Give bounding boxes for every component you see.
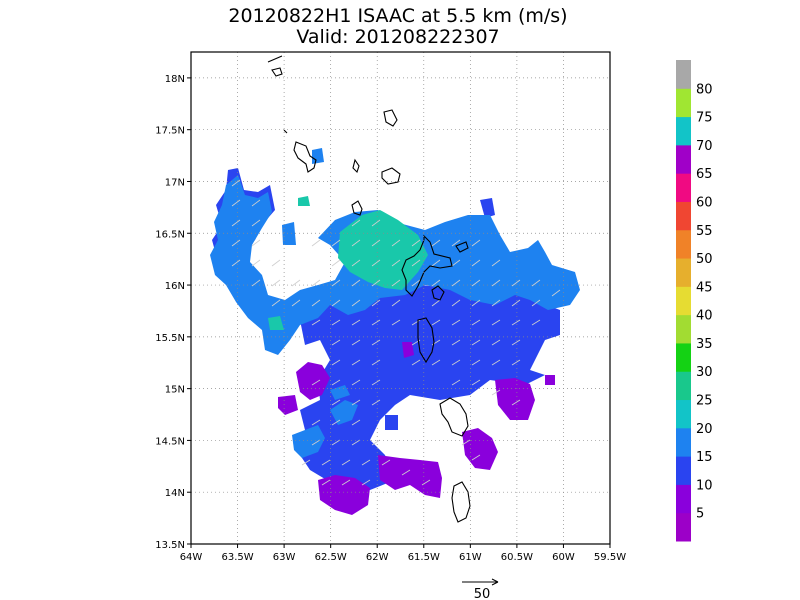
x-tick-label: 63.5W xyxy=(221,552,253,563)
color-scale-label: 25 xyxy=(696,394,713,409)
x-tick-label: 63W xyxy=(273,552,296,563)
color-scale-label: 60 xyxy=(696,195,713,210)
x-tick-label: 60.5W xyxy=(501,552,533,563)
speed-shading-10 xyxy=(278,342,555,515)
color-scale-label: 40 xyxy=(696,309,713,324)
x-tick-label: 62W xyxy=(366,552,389,563)
color-scale-label: 55 xyxy=(696,224,713,239)
arrow-head-icon xyxy=(491,578,499,586)
color-swatch xyxy=(676,371,691,401)
x-tick-label: 62.5W xyxy=(315,552,347,563)
reference-vector: 50 xyxy=(462,578,499,600)
x-tick-label: 61.5W xyxy=(408,552,440,563)
wind-field xyxy=(210,55,580,523)
x-tick-label: 64W xyxy=(180,552,203,563)
color-swatch xyxy=(676,258,691,287)
color-scale-label: 15 xyxy=(696,450,713,465)
y-tick-label: 17N xyxy=(165,177,185,188)
color-swatch xyxy=(676,88,691,118)
wind-vectors xyxy=(231,179,561,486)
color-swatch xyxy=(676,173,691,202)
longitude-axis: 64W 63.5W 63W 62.5W 62W 61.5W 61W 60.5W 60W 59.5W xyxy=(180,544,626,563)
color-swatch xyxy=(676,484,691,514)
color-swatch xyxy=(676,201,691,231)
color-scale-label: 80 xyxy=(696,82,713,97)
y-tick-label: 16N xyxy=(165,281,185,292)
color-scale-label: 65 xyxy=(696,167,713,182)
color-scale-label: 35 xyxy=(696,337,713,352)
y-tick-label: 13.5N xyxy=(155,540,185,551)
valid-time: Valid: 201208222307 xyxy=(296,26,499,48)
color-swatch xyxy=(676,399,691,429)
x-tick-label: 61W xyxy=(459,552,482,563)
coastlines xyxy=(267,55,471,523)
color-swatch xyxy=(676,512,691,542)
x-tick-label: 59.5W xyxy=(594,552,626,563)
color-scale-label: 20 xyxy=(696,422,713,437)
color-swatch xyxy=(676,229,691,259)
y-tick-label: 15.5N xyxy=(155,333,185,344)
color-scale-label: 30 xyxy=(696,365,713,380)
color-swatch xyxy=(676,116,691,146)
y-tick-label: 18N xyxy=(165,74,185,85)
x-tick-label: 60W xyxy=(552,552,575,563)
color-scale-label: 70 xyxy=(696,139,713,154)
color-swatch xyxy=(676,427,691,457)
color-scale-label: 45 xyxy=(696,280,713,295)
color-swatch xyxy=(676,60,691,89)
map-title: 20120822H1 ISAAC at 5.5 km (m/s) xyxy=(228,5,567,27)
y-tick-label: 17.5N xyxy=(155,126,185,137)
y-tick-label: 16.5N xyxy=(155,229,185,240)
color-scale-legend: 5 10 15 20 25 30 35 40 45 50 55 60 65 70 75 80 xyxy=(676,60,713,542)
y-tick-label: 14N xyxy=(165,488,185,499)
color-scale-label: 75 xyxy=(696,111,713,126)
y-tick-label: 15N xyxy=(165,385,185,396)
latitude-axis: 13.5N 14N 14.5N 15N 15.5N 16N 16.5N 17N 17.5N 18N xyxy=(155,74,191,551)
color-swatch xyxy=(676,144,691,174)
color-scale-label: 10 xyxy=(696,478,713,493)
color-swatch xyxy=(676,286,691,316)
color-swatch xyxy=(676,342,691,372)
reference-vector-label: 50 xyxy=(474,587,491,600)
speed-shading-25 xyxy=(268,196,428,330)
color-scale-label: 5 xyxy=(696,507,704,522)
y-tick-label: 14.5N xyxy=(155,436,185,447)
color-swatch xyxy=(676,456,691,485)
map-frame xyxy=(190,51,611,545)
color-swatch xyxy=(676,314,691,344)
color-scale-label: 50 xyxy=(696,252,713,267)
